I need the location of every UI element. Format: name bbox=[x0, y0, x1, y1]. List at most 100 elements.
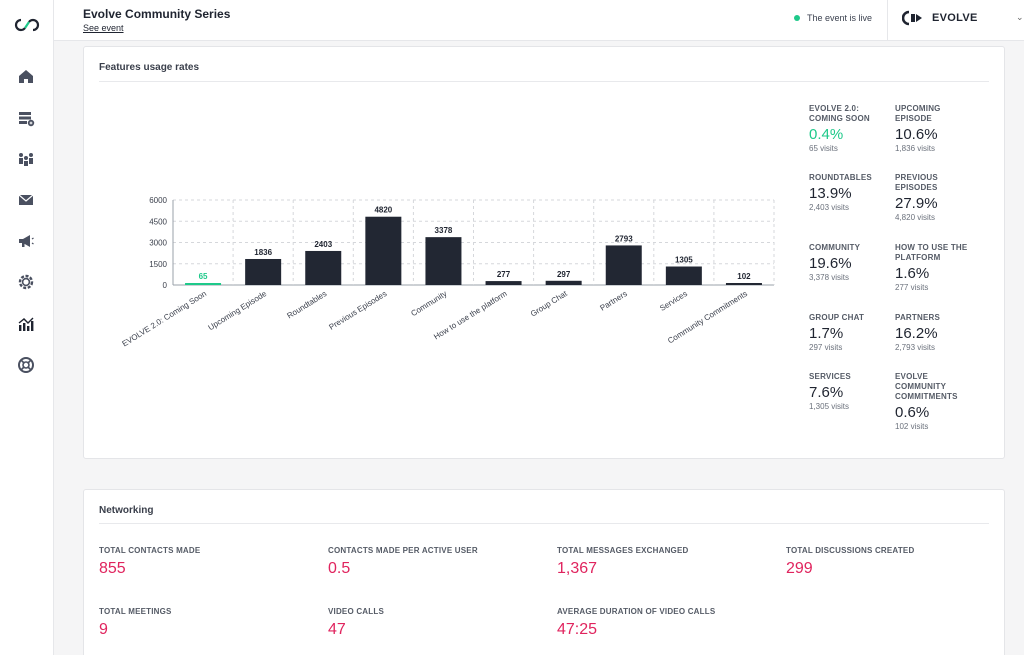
feature-stat: EVOLVE COMMUNITY COMMITMENTS 0.6% 102 visi… bbox=[895, 372, 975, 432]
networking-metric-value: 47 bbox=[328, 621, 346, 638]
chart-data-label: 297 bbox=[557, 270, 571, 279]
feature-stat-percentage: 0.4% bbox=[809, 126, 844, 143]
chart-data-label: 2403 bbox=[314, 240, 332, 249]
chart-data-label: 2793 bbox=[615, 234, 633, 243]
feature-stat-percentage: 13.9% bbox=[809, 185, 852, 202]
feature-stat-visits: 102 visits bbox=[895, 422, 929, 431]
chart-data-label: 4820 bbox=[374, 206, 392, 215]
chevron-down-icon[interactable]: ⌄ bbox=[1016, 12, 1024, 22]
sidebar-item-mail[interactable] bbox=[14, 188, 38, 212]
sidebar bbox=[0, 0, 54, 655]
people-icon bbox=[19, 153, 33, 166]
sidebar-item-home[interactable] bbox=[14, 64, 38, 88]
feature-stat: PARTNERS 16.2% 2,793 visits bbox=[895, 313, 975, 353]
chart-bar bbox=[245, 258, 282, 285]
networking-title: Networking bbox=[99, 505, 154, 516]
chart-category-label: Roundtables bbox=[285, 289, 328, 320]
networking-metric: CONTACTS MADE PER ACTIVE USER 0.5 bbox=[328, 546, 548, 578]
chart-data-label: 1305 bbox=[675, 256, 693, 265]
feature-stat-visits: 2,403 visits bbox=[809, 203, 850, 212]
sidebar-item-analytics[interactable] bbox=[14, 312, 38, 336]
networking-metric: TOTAL CONTACTS MADE 855 bbox=[99, 546, 319, 578]
evolve-logo-icon bbox=[902, 10, 922, 26]
feature-stat-percentage: 1.7% bbox=[809, 325, 844, 342]
feature-stat-label: EVOLVE COMMUNITY COMMITMENTS bbox=[895, 372, 958, 401]
features-usage-title: Features usage rates bbox=[99, 62, 200, 73]
see-event-link[interactable]: See event bbox=[83, 23, 124, 33]
feature-stat: HOW TO USE THE PLATFORM 1.6% 277 visits bbox=[895, 243, 975, 293]
networking-metric-label: VIDEO CALLS bbox=[328, 607, 384, 616]
chart-y-tick-label: 1500 bbox=[149, 260, 167, 269]
chart-category-label: Community bbox=[409, 289, 448, 318]
feature-stat-label: ROUNDTABLES bbox=[809, 173, 872, 182]
card-divider bbox=[99, 81, 989, 82]
sidebar-item-people[interactable] bbox=[14, 147, 38, 171]
event-title: Evolve Community Series bbox=[83, 7, 231, 21]
sidebar-item-megaphone[interactable] bbox=[14, 229, 38, 253]
networking-metric-label: TOTAL MESSAGES EXCHANGED bbox=[557, 546, 689, 555]
chart-data-label: 1836 bbox=[254, 248, 272, 257]
feature-stat-label: EVOLVE 2.0: COMING SOON bbox=[809, 104, 870, 123]
feature-stat-label: HOW TO USE THE PLATFORM bbox=[895, 243, 968, 262]
chart-bar bbox=[365, 216, 402, 285]
chart-data-label: 3378 bbox=[435, 226, 453, 235]
app-logo-icon[interactable] bbox=[13, 17, 41, 33]
features-bar-chart: 0 1500 3000 4500 6000 65 EVOLVE 2.0: Coming So… bbox=[120, 196, 775, 348]
feature-stat-visits: 297 visits bbox=[809, 343, 843, 352]
card-divider bbox=[99, 523, 989, 524]
networking-metric-value: 1,367 bbox=[557, 560, 598, 577]
feature-stat-visits: 65 visits bbox=[809, 144, 838, 153]
home-icon bbox=[19, 70, 33, 83]
networking-metric: TOTAL MESSAGES EXCHANGED 1,367 bbox=[557, 546, 777, 578]
chart-category-label: Previous Episodes bbox=[327, 289, 388, 332]
organization-switcher[interactable]: EVOLVE bbox=[902, 10, 978, 26]
sidebar-item-settings[interactable] bbox=[14, 270, 38, 294]
feature-stat-percentage: 19.6% bbox=[809, 255, 852, 272]
networking-metric-value: 855 bbox=[99, 560, 126, 577]
feature-stat-visits: 277 visits bbox=[895, 283, 929, 292]
chart-data-label: 65 bbox=[199, 272, 208, 281]
top-header: Evolve Community Series See event The ev… bbox=[54, 0, 1024, 41]
chart-category-label: Group Chat bbox=[529, 289, 569, 319]
feature-stat-percentage: 16.2% bbox=[895, 325, 938, 342]
sidebar-item-help[interactable] bbox=[14, 353, 38, 377]
feature-stat: SERVICES 7.6% 1,305 visits bbox=[809, 372, 889, 412]
networking-metric-value: 47:25 bbox=[557, 621, 598, 638]
live-status-dot-icon bbox=[794, 15, 800, 21]
chart-data-label: 102 bbox=[737, 272, 751, 281]
feature-stat-visits: 1,305 visits bbox=[809, 402, 850, 411]
live-status: The event is live bbox=[794, 13, 872, 23]
networking-metric-label: TOTAL CONTACTS MADE bbox=[99, 546, 201, 555]
chart-category-label: Partners bbox=[598, 289, 628, 313]
organization-name: EVOLVE bbox=[932, 12, 978, 24]
feature-stat-visits: 4,820 visits bbox=[895, 213, 936, 222]
chart-category-label: EVOLVE 2.0: Coming Soon bbox=[120, 289, 208, 348]
header-divider bbox=[887, 0, 888, 41]
help-lifebuoy-icon bbox=[18, 357, 34, 373]
feature-stat-label: SERVICES bbox=[809, 372, 851, 381]
feature-stat-label: COMMUNITY bbox=[809, 243, 861, 252]
networking-card: Networking TOTAL CONTACTS MADE 855 CONTACT… bbox=[83, 489, 1005, 655]
feature-stat-percentage: 0.6% bbox=[895, 404, 930, 421]
feature-stat-percentage: 10.6% bbox=[895, 126, 938, 143]
feature-stat: COMMUNITY 19.6% 3,378 visits bbox=[809, 243, 889, 283]
chart-bar bbox=[605, 245, 642, 285]
networking-metric: TOTAL DISCUSSIONS CREATED 299 bbox=[786, 546, 1006, 578]
feature-stat-label: PREVIOUS EPISODES bbox=[895, 173, 938, 192]
chart-y-tick-label: 0 bbox=[163, 281, 168, 290]
sidebar-item-event-settings[interactable] bbox=[14, 106, 38, 130]
chart-category-label: Services bbox=[658, 289, 689, 313]
networking-metric: VIDEO CALLS 47 bbox=[328, 607, 548, 639]
feature-stat: UPCOMING EPISODE 10.6% 1,836 visits bbox=[895, 104, 975, 154]
features-usage-card: Features usage rates 0 1500 3000 4500 6000 65… bbox=[83, 46, 1005, 459]
feature-stat-label: UPCOMING EPISODE bbox=[895, 104, 941, 123]
networking-metric-value: 9 bbox=[99, 621, 108, 638]
networking-metric: AVERAGE DURATION OF VIDEO CALLS 47:25 bbox=[557, 607, 777, 639]
feature-stat: PREVIOUS EPISODES 27.9% 4,820 visits bbox=[895, 173, 975, 223]
networking-metric-label: CONTACTS MADE PER ACTIVE USER bbox=[328, 546, 478, 555]
chart-data-label: 277 bbox=[497, 270, 511, 279]
chart-y-tick-label: 4500 bbox=[149, 217, 167, 226]
chart-bar bbox=[305, 250, 342, 285]
feature-stat-visits: 3,378 visits bbox=[809, 273, 850, 282]
event-settings-icon bbox=[19, 112, 35, 127]
